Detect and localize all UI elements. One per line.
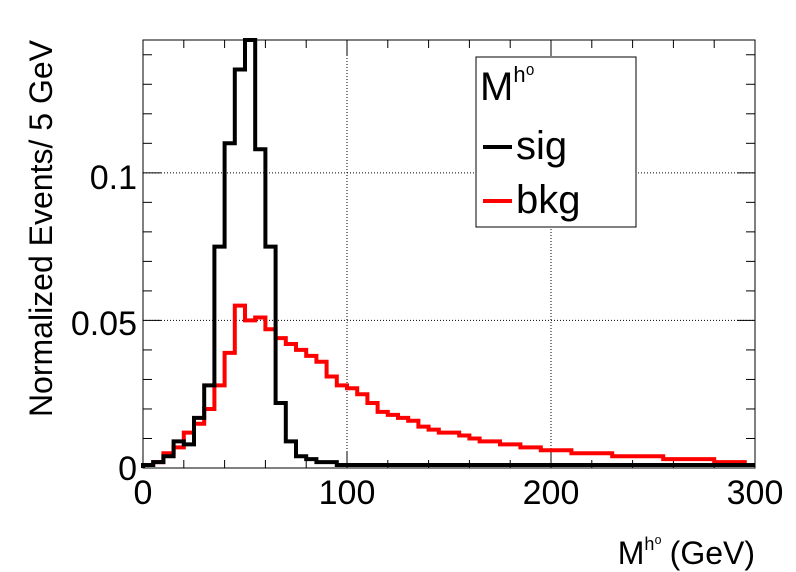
x-tick-label: 200: [523, 474, 580, 512]
x-tick-label: 100: [319, 474, 376, 512]
y-tick-label: 0: [118, 450, 137, 488]
legend-label-sig: sig: [516, 124, 567, 168]
x-axis-title: Mh⁰ (GeV): [618, 534, 755, 571]
legend-header: Mh⁰: [480, 62, 535, 109]
y-tick-label: 0.1: [90, 159, 137, 197]
plot-frame: [142, 39, 756, 469]
legend-label-bkg: bkg: [516, 178, 581, 222]
legend-header-main: M: [480, 65, 513, 109]
x-tick-label: 0: [134, 474, 153, 512]
x-tick-labels: 0 100 200 300: [134, 474, 784, 512]
x-axis-title-unit: (GeV): [670, 535, 755, 571]
x-axis-title-main: M: [618, 535, 645, 571]
legend: Mh⁰ sig bkg: [475, 56, 637, 228]
y-tick-labels: 0 0.05 0.1: [71, 159, 137, 488]
y-tick-label: 0.05: [71, 305, 137, 343]
x-tick-label: 300: [727, 474, 784, 512]
series-bkg-line: [141, 303, 755, 468]
x-axis-title-sup: h⁰: [644, 534, 661, 554]
series-group: [141, 38, 755, 468]
legend-header-sup: h⁰: [513, 62, 534, 87]
series-sig-line: [141, 38, 755, 468]
legend-box: [475, 56, 637, 228]
y-axis-title: Normalized Events/ 5 GeV: [23, 39, 59, 417]
